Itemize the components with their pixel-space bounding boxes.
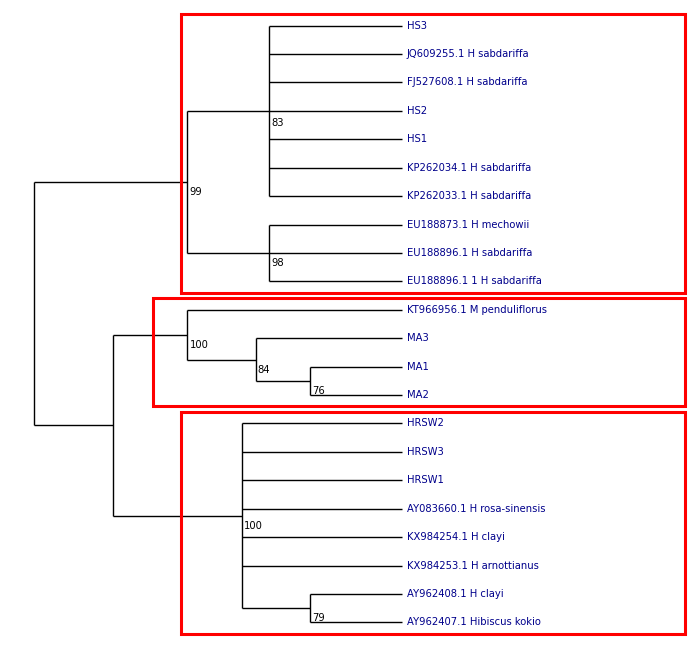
Text: 83: 83	[271, 119, 284, 128]
Text: 100: 100	[190, 340, 208, 350]
Text: KP262034.1 H sabdariffa: KP262034.1 H sabdariffa	[407, 163, 531, 172]
Text: FJ527608.1 H sabdariffa: FJ527608.1 H sabdariffa	[407, 77, 528, 87]
Text: 100: 100	[244, 521, 263, 531]
Text: KP262033.1 H sabdariffa: KP262033.1 H sabdariffa	[407, 191, 531, 201]
Text: AY962408.1 H clayi: AY962408.1 H clayi	[407, 589, 503, 599]
Text: KX984254.1 H clayi: KX984254.1 H clayi	[407, 532, 505, 542]
Text: EU188873.1 H mechowii: EU188873.1 H mechowii	[407, 220, 529, 229]
Text: 76: 76	[312, 386, 325, 396]
Text: 84: 84	[258, 365, 270, 375]
Text: HS3: HS3	[407, 21, 427, 30]
Text: KX984253.1 H arnottianus: KX984253.1 H arnottianus	[407, 561, 539, 571]
Text: HRSW3: HRSW3	[407, 447, 443, 457]
Bar	[181, 14, 685, 293]
Text: HS2: HS2	[407, 106, 427, 116]
Text: AY083660.1 H rosa-sinensis: AY083660.1 H rosa-sinensis	[407, 503, 546, 514]
Bar	[181, 412, 685, 634]
Text: JQ609255.1 H sabdariffa: JQ609255.1 H sabdariffa	[407, 49, 530, 59]
Text: HRSW2: HRSW2	[407, 419, 443, 428]
Text: MA1: MA1	[407, 362, 429, 372]
Text: MA2: MA2	[407, 390, 429, 400]
Text: AY962407.1 Hibiscus kokio: AY962407.1 Hibiscus kokio	[407, 618, 541, 627]
Text: HRSW1: HRSW1	[407, 476, 443, 485]
Text: HS1: HS1	[407, 134, 427, 145]
Text: 79: 79	[312, 614, 325, 623]
Bar	[154, 298, 685, 406]
Text: EU188896.1 H sabdariffa: EU188896.1 H sabdariffa	[407, 248, 532, 258]
Text: 98: 98	[271, 258, 284, 268]
Text: 99: 99	[190, 187, 202, 197]
Text: EU188896.1 1 H sabdariffa: EU188896.1 1 H sabdariffa	[407, 276, 541, 286]
Text: MA3: MA3	[407, 333, 429, 343]
Text: KT966956.1 M penduliflorus: KT966956.1 M penduliflorus	[407, 305, 547, 315]
